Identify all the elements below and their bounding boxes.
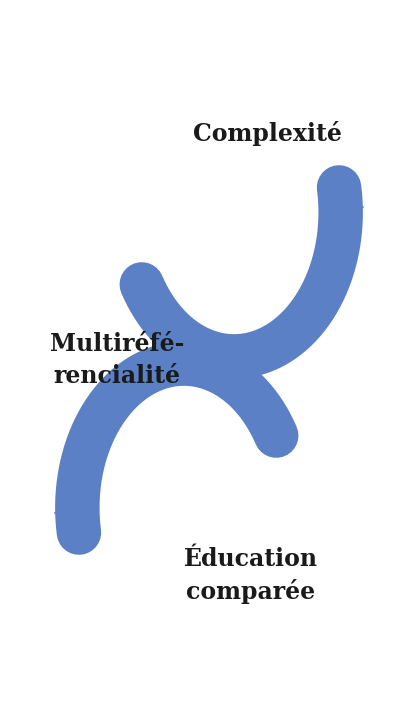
Text: Éducation
comparée: Éducation comparée	[184, 547, 318, 605]
Polygon shape	[321, 187, 363, 213]
Text: Complexité: Complexité	[193, 121, 342, 145]
Polygon shape	[55, 507, 97, 533]
Text: Multiréfé-
rencialité: Multiréfé- rencialité	[50, 332, 184, 388]
